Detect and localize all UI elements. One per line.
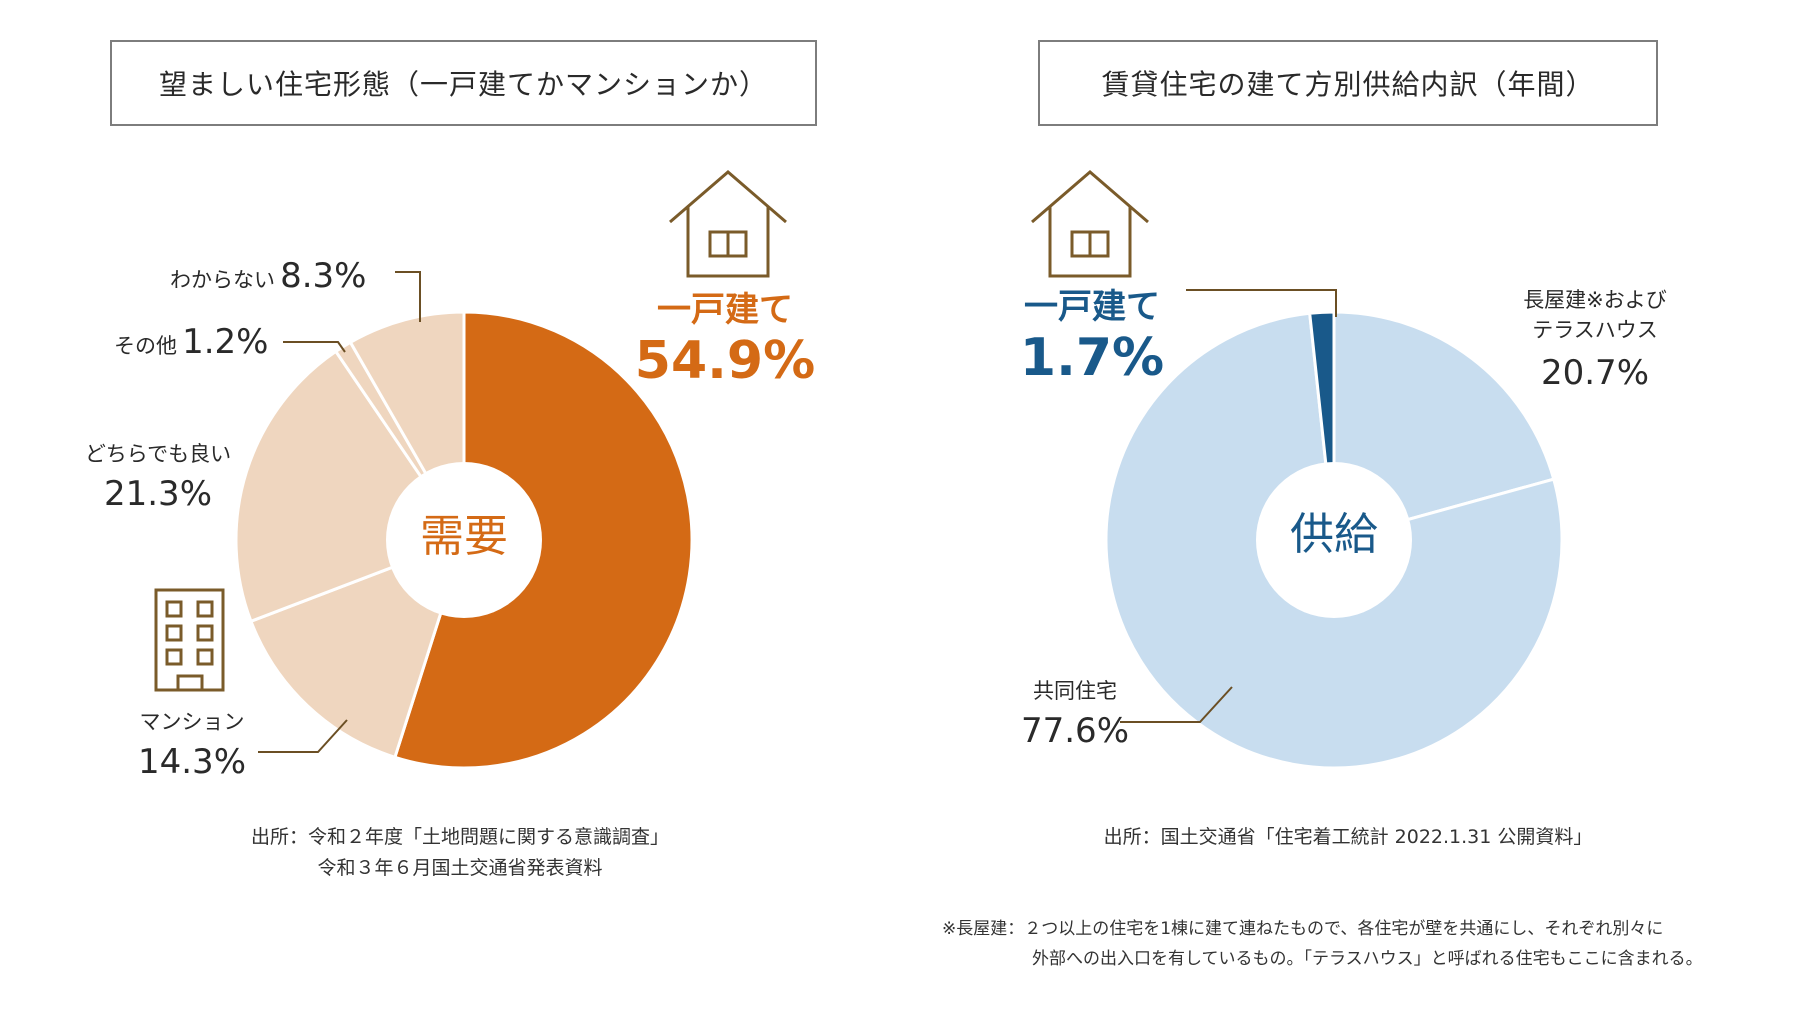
pie-slice xyxy=(393,310,694,770)
label-nagaya: 長屋建※および テラスハウス 20.7% xyxy=(1500,285,1690,393)
label-nagaya-pct: 20.7% xyxy=(1540,353,1649,393)
pie-center-hole xyxy=(386,462,542,618)
house-icon xyxy=(1031,170,1149,278)
label-dochira-pct: 21.3% xyxy=(103,474,212,514)
demand-source-line-2: 令和３年６月国土交通省発表資料 xyxy=(317,857,603,879)
label-kodate-name: 一戸建て xyxy=(657,290,793,330)
label-kodate-demand: 一戸建て 54.9% xyxy=(630,293,820,387)
demand-source-line-1: 出所：令和２年度「土地問題に関する意識調査」 xyxy=(250,826,669,848)
label-mansion-pct: 14.3% xyxy=(137,742,246,782)
demand-chart-title: 望ましい住宅形態（一戸建てかマンションか） xyxy=(110,40,817,126)
supply-center-label: 供給 xyxy=(1290,509,1378,560)
label-kodate-pct: 54.9% xyxy=(634,331,816,391)
supply-chart-title: 賃貸住宅の建て方別供給内訳（年間） xyxy=(1038,40,1658,126)
leader-line-kodate-supply xyxy=(1186,289,1337,317)
label-wakaranai: わからない 8.3% xyxy=(170,256,366,296)
supply-panel: 賃貸住宅の建て方別供給内訳（年間） 供給 一戸建て 1.7% 長屋建※および テ… xyxy=(900,0,1800,1012)
label-sonota: その他 1.2% xyxy=(114,322,268,362)
house-icon xyxy=(669,170,787,278)
label-wakaranai-name: わからない xyxy=(170,268,275,292)
label-nagaya-name: 長屋建※および テラスハウス xyxy=(1523,288,1667,342)
footnote-line-2: 外部への出入口を有しているもの。「テラスハウス」と呼ばれる住宅もここに含まれる。 xyxy=(1032,949,1703,969)
demand-source: 出所：令和２年度「土地問題に関する意識調査」 令和３年６月国土交通省発表資料 xyxy=(200,822,720,884)
label-mansion: マンション 14.3% xyxy=(132,706,252,782)
demand-pie-chart xyxy=(154,170,787,770)
leader-line-wakaranai xyxy=(395,271,421,322)
supply-footnote: ※長屋建：２つ以上の住宅を1棟に建て連ねたもので、各住宅が壁を共通にし、それぞれ… xyxy=(942,914,1798,974)
supply-source: 出所：国土交通省「住宅着工統計 2022.1.31 公開資料」 xyxy=(1038,822,1658,853)
label-wakaranai-pct: 8.3% xyxy=(280,256,367,296)
leader-line-kyodo xyxy=(1120,686,1233,723)
supply-source-line-1: 出所：国土交通省「住宅着工統計 2022.1.31 公開資料」 xyxy=(1103,826,1593,848)
pie-slice xyxy=(1332,310,1556,542)
leader-line-sonota xyxy=(283,341,346,353)
label-sonota-name: その他 xyxy=(114,334,177,358)
label-mansion-name: マンション xyxy=(139,710,245,734)
pie-center-hole xyxy=(1256,462,1412,618)
supply-pie-chart xyxy=(1031,170,1564,770)
label-kodate-supply: 一戸建て 1.7% xyxy=(1012,290,1172,384)
label-kyodo: 共同住宅 77.6% xyxy=(1010,675,1140,751)
demand-panel: 望ましい住宅形態（一戸建てかマンションか） 需要 一戸建て 54.9% xyxy=(82,40,820,884)
label-kyodo-pct: 77.6% xyxy=(1020,711,1129,751)
building-icon xyxy=(154,588,225,692)
label-dochira: どちらでも良い 21.3% xyxy=(82,438,234,514)
label-kyodo-name: 共同住宅 xyxy=(1033,679,1117,703)
label-dochira-name: どちらでも良い xyxy=(84,442,232,466)
label-sonota-pct: 1.2% xyxy=(182,322,269,362)
demand-center-label: 需要 xyxy=(420,511,508,562)
label-kodate-supply-name: 一戸建て xyxy=(1024,287,1160,327)
footnote-line-1: ※長屋建：２つ以上の住宅を1棟に建て連ねたもので、各住宅が壁を共通にし、それぞれ… xyxy=(942,919,1664,939)
leader-line-mansion xyxy=(258,719,348,753)
label-kodate-supply-pct: 1.7% xyxy=(1019,328,1165,388)
